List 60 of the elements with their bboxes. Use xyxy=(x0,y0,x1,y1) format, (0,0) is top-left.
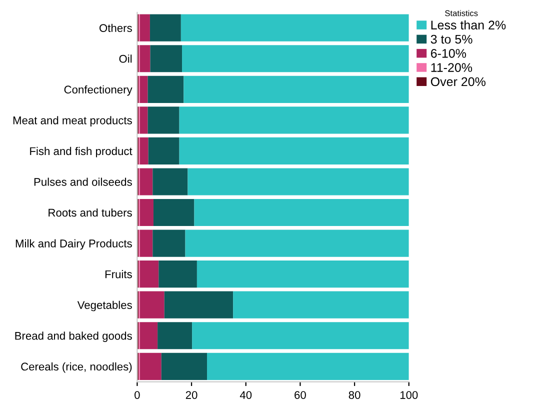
y-tick-label: Meat and meat products xyxy=(13,116,132,127)
bar xyxy=(140,14,150,42)
y-tick-label: Confectionery xyxy=(64,85,132,96)
bar xyxy=(150,14,181,42)
legend-title: Statistics xyxy=(445,10,478,16)
bar xyxy=(140,198,154,226)
x-tick-label: 100 xyxy=(400,391,418,399)
legend-label: Less than 2% xyxy=(431,20,506,30)
bar xyxy=(140,322,158,350)
bar xyxy=(207,352,409,380)
bar xyxy=(192,322,409,350)
bar xyxy=(150,45,182,72)
bar xyxy=(140,168,153,196)
legend-label: 11-20% xyxy=(431,63,472,72)
bar xyxy=(148,137,180,164)
legend-label: Over 20% xyxy=(430,77,486,86)
y-tick-label: Oil xyxy=(119,54,132,63)
bar xyxy=(233,291,409,318)
bar xyxy=(148,76,184,103)
bar xyxy=(194,198,409,226)
y-tick-label: Vegetables xyxy=(77,300,132,312)
y-tick-label: Roots and tubers xyxy=(48,208,132,217)
bar xyxy=(140,260,159,288)
bar xyxy=(158,260,197,288)
x-tick-label: 20 xyxy=(186,391,198,399)
bar xyxy=(158,322,192,350)
y-tick-label: Cereals (rice, noodles) xyxy=(21,362,132,373)
bar xyxy=(182,45,409,72)
bar xyxy=(196,260,409,288)
y-tick-label: Fish and fish product xyxy=(30,146,132,158)
x-tick-label: 80 xyxy=(348,391,360,399)
bar xyxy=(184,76,409,103)
x-tick-label: 40 xyxy=(240,391,252,399)
y-tick-label: Milk and Dairy Products xyxy=(16,239,132,250)
bar xyxy=(188,168,409,196)
legend-label: 3 to 5% xyxy=(430,34,472,44)
y-tick-label: Pulses and oilseeds xyxy=(34,178,132,186)
bar xyxy=(140,137,148,164)
bar xyxy=(164,291,234,318)
y-tick-label: Fruits xyxy=(105,270,132,278)
bar xyxy=(153,198,194,226)
bar xyxy=(161,352,208,380)
bar xyxy=(152,230,186,257)
y-tick-label: Others xyxy=(100,24,132,32)
y-tick-label: Bread and baked goods xyxy=(15,332,132,342)
bar xyxy=(179,106,409,134)
bar xyxy=(140,45,150,72)
bar xyxy=(140,291,164,318)
bar xyxy=(140,106,148,134)
bar xyxy=(180,14,409,42)
x-tick-label: 0 xyxy=(134,391,140,399)
bar xyxy=(148,106,180,134)
bar xyxy=(152,168,188,196)
bar xyxy=(140,352,162,380)
x-tick-label: 60 xyxy=(294,391,306,399)
bar xyxy=(185,230,409,257)
bar xyxy=(140,76,148,103)
bar xyxy=(179,137,409,164)
bar xyxy=(140,230,153,257)
legend-label: 6-10% xyxy=(430,48,466,58)
